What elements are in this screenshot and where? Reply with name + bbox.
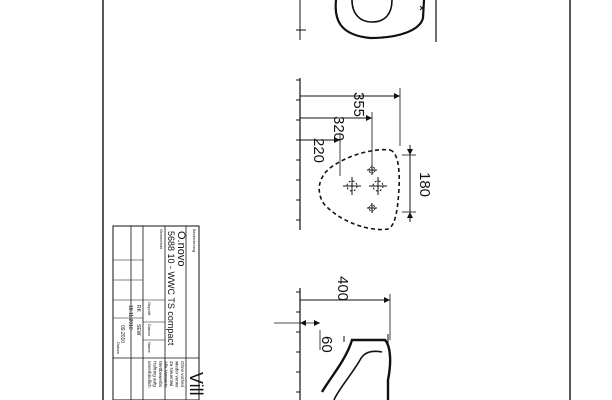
note-line: Ohne vorheri [180,361,185,387]
drawing-frame [102,0,571,400]
note-line: Zu Neuentwi [169,361,174,386]
dimension-180: 180 [416,172,433,197]
label-bezeichnung: Bezeichnung [192,229,197,252]
label-geprueft: Geprüft [147,302,152,316]
note-line: wieder verwe [175,361,180,388]
note-line: Haftung aufg [153,361,158,387]
dimension-400: 400 [334,276,351,301]
label-datum: Datum [147,324,152,336]
value-datum: 18.11.2010 [127,305,133,330]
dimension-320: 320 [330,116,347,141]
title-block: Bezeichnung O.novo 5688 10 - WWC TS comp… [112,225,206,400]
label-name: Name [147,342,152,353]
dimension-220: 220 [310,138,327,163]
note-line: Alle Verwertu [164,361,169,388]
top-view-drawing [296,0,437,42]
note-line: Wettbewerbs [158,361,163,388]
product-code: 5688 10 - WWC TS compact [166,231,176,346]
value-geprueft: RK [135,305,141,313]
value-datum-2: 09.2010 [119,325,125,343]
label-datum-2: Datum [116,342,121,354]
side-view-drawing [274,288,392,400]
label-gezeichnet: Gezeichnet [159,229,164,250]
value-name: SEW [135,324,141,336]
dimension-60: 60 [318,336,335,353]
dimension-labels: 355 320 220 180 400 60 [310,92,433,353]
dimension-355: 355 [350,92,367,117]
note-line: unverbindlich [147,361,152,388]
product-name: O.novo [175,231,187,266]
plan-view-drawing [296,78,416,231]
brand-logo-text: Vill [186,372,206,396]
